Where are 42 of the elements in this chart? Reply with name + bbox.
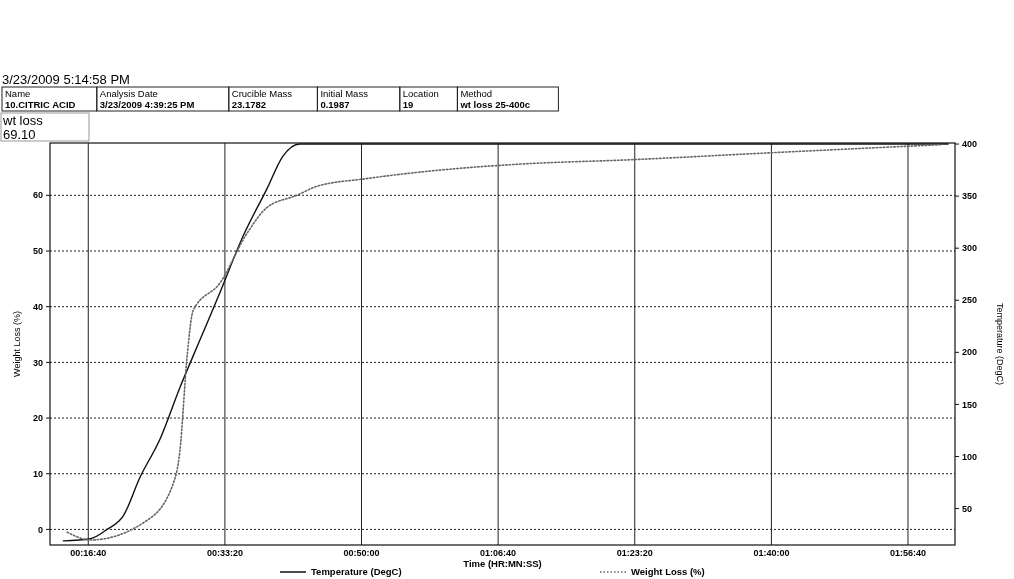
y2-axis-title: Temperature (DegC)	[995, 302, 1005, 386]
y2-tick-label: 400	[962, 139, 978, 150]
y-tick-label: 50	[32, 246, 43, 257]
text: wt loss 25-400c	[459, 99, 531, 110]
x-tick-label: 00:50:00	[343, 548, 380, 558]
text: 19	[402, 99, 414, 110]
text: 3/23/2009 4:39:25 PM	[99, 99, 195, 110]
y2-tick-label: 350	[962, 191, 978, 202]
text: Initial Mass	[320, 88, 369, 99]
text: 10.CITRIC ACID	[5, 99, 76, 110]
text: 69.10	[3, 127, 36, 142]
x-tick-label: 01:56:40	[889, 548, 926, 558]
x-tick-label: 01:40:00	[753, 548, 790, 558]
text: Location	[402, 88, 439, 99]
text: Analysis Date	[99, 88, 158, 99]
x-tick-label: 00:33:20	[206, 548, 243, 558]
y2-tick-label: 150	[962, 399, 978, 410]
text: 0.1987	[320, 99, 350, 110]
y-tick-label: 30	[32, 357, 43, 368]
y2-tick-label: 200	[962, 347, 978, 358]
x-tick-label: 00:16:40	[70, 548, 107, 558]
x-tick-label: 01:06:40	[480, 548, 517, 558]
legend-label: Temperature (DegC)	[311, 566, 402, 578]
y-tick-label: 10	[32, 468, 43, 479]
y-tick-label: 0	[37, 524, 43, 535]
y2-tick-label: 300	[962, 243, 978, 254]
text: Name	[5, 88, 31, 99]
y-tick-label: 60	[32, 190, 43, 201]
text: Crucible Mass	[231, 88, 293, 99]
y-axis-title: Weight Loss (%)	[12, 311, 22, 377]
y2-tick-label: 100	[962, 451, 978, 462]
text: 3/23/2009 5:14:58 PM	[2, 72, 130, 87]
text: wt loss	[2, 113, 44, 128]
text: Method	[460, 88, 493, 99]
text: 23.1782	[231, 99, 267, 110]
y-tick-label: 40	[32, 301, 43, 312]
y2-tick-label: 250	[962, 295, 978, 306]
y2-tick-label: 50	[962, 503, 973, 514]
x-tick-label: 01:23:20	[616, 548, 653, 558]
legend-label: Weight Loss (%)	[631, 566, 705, 578]
x-axis-title: Time (HR:MN:SS)	[463, 558, 542, 569]
y-tick-label: 20	[32, 413, 43, 424]
